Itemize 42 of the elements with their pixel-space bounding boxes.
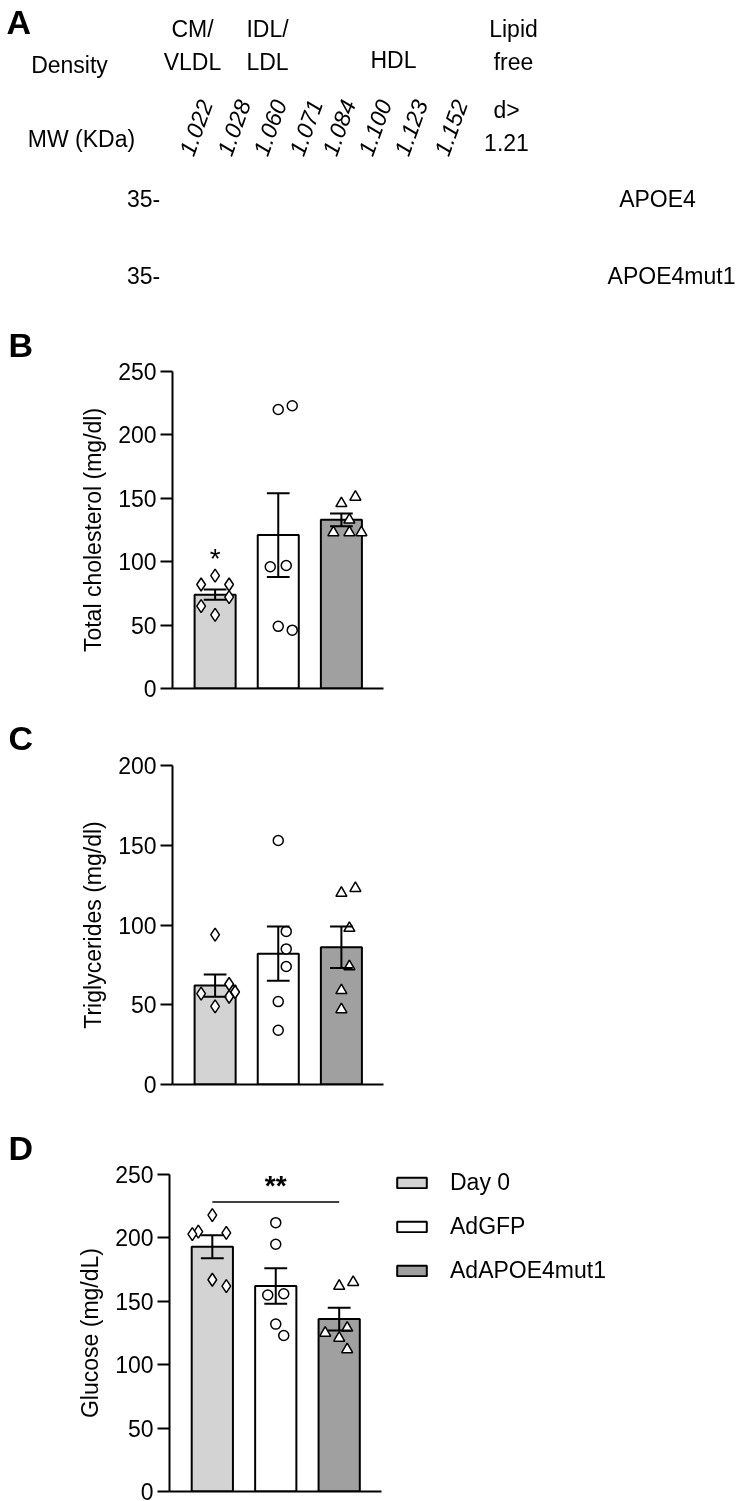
text: d> 1.21 bbox=[484, 97, 529, 156]
text: HDL bbox=[370, 46, 417, 73]
chart-title: C bbox=[8, 719, 34, 757]
y-tick-label: 200 bbox=[118, 422, 157, 449]
text: 1.152 bbox=[428, 95, 474, 160]
text: A bbox=[6, 2, 32, 41]
y-axis-title: Total cholesterol (mg/dl) bbox=[80, 407, 107, 653]
y-tick-label: 0 bbox=[143, 1072, 157, 1098]
text: APOE4mut1 bbox=[607, 262, 736, 289]
text: Lipid free bbox=[489, 16, 538, 75]
legend-label: Day 0 bbox=[450, 1168, 511, 1196]
y-tick-label: 0 bbox=[143, 676, 157, 702]
text: APOE4 bbox=[619, 185, 697, 212]
chart-title: D bbox=[8, 1129, 34, 1167]
y-tick-label: 200 bbox=[118, 753, 157, 779]
y-tick-label: 50 bbox=[130, 992, 157, 1019]
y-tick-label: 250 bbox=[118, 359, 157, 385]
annotation: ** bbox=[264, 1170, 287, 1202]
chart-title: B bbox=[8, 325, 34, 364]
y-tick-label: 100 bbox=[115, 1352, 154, 1379]
data-label: * bbox=[209, 542, 221, 574]
legend-label: AdAPOE4mut1 bbox=[450, 1256, 606, 1284]
y-tick-label: 50 bbox=[127, 1415, 154, 1442]
legend-label: AdGFP bbox=[450, 1212, 526, 1240]
y-tick-label: 100 bbox=[118, 549, 157, 576]
y-axis-title: Triglycerides (mg/dl) bbox=[80, 821, 107, 1029]
y-tick-label: 150 bbox=[118, 832, 157, 859]
text: 1.022 bbox=[173, 95, 219, 160]
text: 35- bbox=[126, 186, 161, 212]
y-axis-title: Glucose (mg/dL) bbox=[77, 1247, 104, 1418]
y-tick-label: 150 bbox=[118, 485, 157, 512]
y-tick-label: 250 bbox=[115, 1162, 154, 1188]
y-tick-label: 150 bbox=[115, 1288, 154, 1315]
y-tick-label: 100 bbox=[118, 912, 157, 939]
y-tick-label: 0 bbox=[140, 1479, 154, 1501]
text: 35- bbox=[126, 263, 161, 289]
text: MW (KDa) bbox=[27, 125, 136, 152]
y-tick-label: 200 bbox=[115, 1225, 154, 1252]
text: CM/ VLDL bbox=[163, 16, 222, 75]
text: Density bbox=[31, 51, 109, 78]
y-tick-label: 50 bbox=[130, 612, 157, 639]
text: IDL/ LDL bbox=[246, 16, 290, 75]
